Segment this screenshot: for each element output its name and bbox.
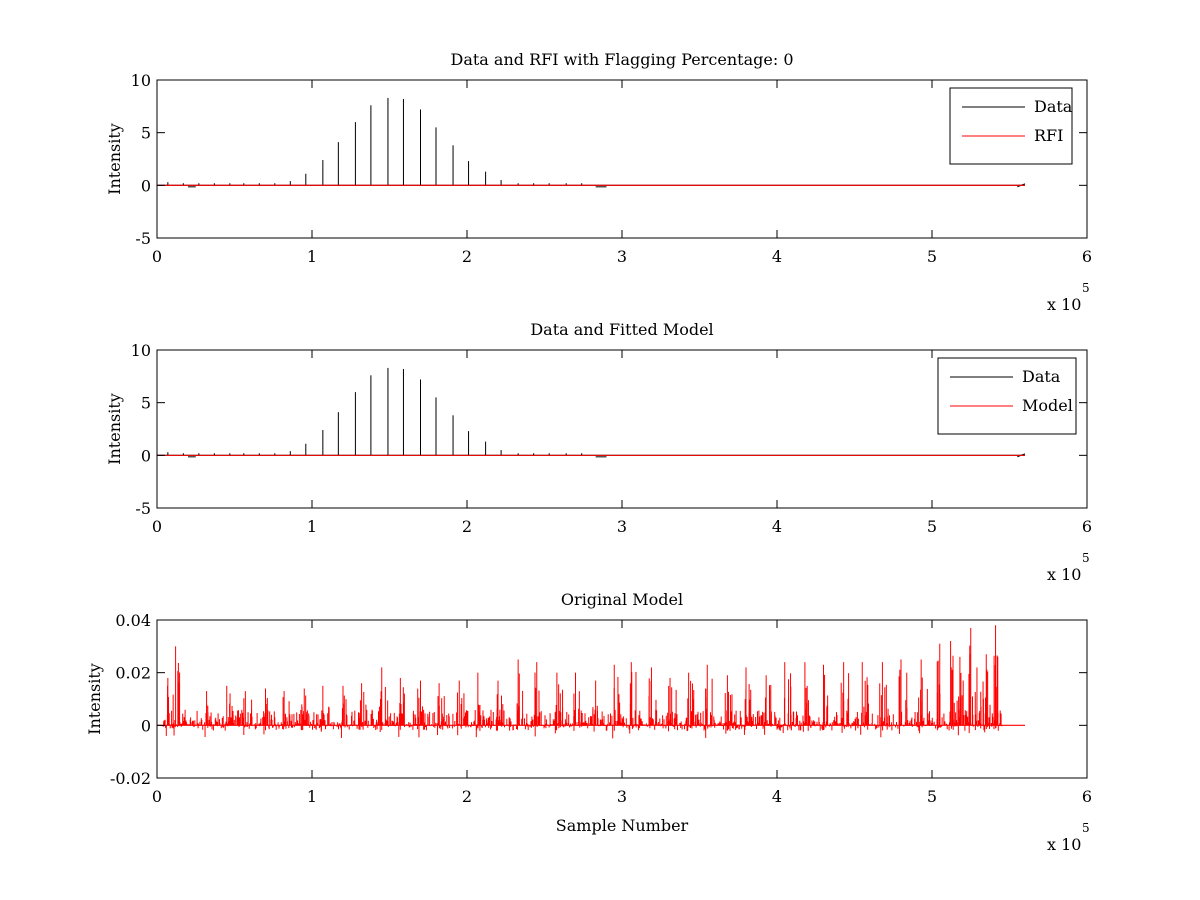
x-tick-label: 5 xyxy=(927,247,937,266)
y-tick-label: 0.02 xyxy=(115,664,151,683)
x-tick-label: 4 xyxy=(772,517,782,536)
x-tick-label: 6 xyxy=(1082,247,1092,266)
legend-label: Data xyxy=(1034,97,1073,116)
x-tick-label: 0 xyxy=(152,517,162,536)
y-tick-label: -0.02 xyxy=(110,769,151,788)
y-tick-label: 10 xyxy=(131,71,151,90)
x-multiplier: x 10 xyxy=(1047,835,1081,854)
x-tick-label: 5 xyxy=(927,517,937,536)
y-tick-label: 5 xyxy=(141,394,151,413)
x-multiplier-exponent: 5 xyxy=(1082,821,1090,835)
x-multiplier: x 10 xyxy=(1047,295,1081,314)
x-tick-label: 2 xyxy=(462,787,472,806)
x-tick-label: 1 xyxy=(307,247,317,266)
plot-area xyxy=(157,625,1025,739)
x-tick-label: 3 xyxy=(617,787,627,806)
legend-label: Model xyxy=(1022,396,1073,415)
x-tick-label: 3 xyxy=(617,247,627,266)
x-tick-label: 0 xyxy=(152,787,162,806)
legend-box xyxy=(949,87,1073,165)
x-multiplier-exponent: 5 xyxy=(1082,281,1090,295)
y-tick-label: -5 xyxy=(135,499,151,518)
y-tick-label: 0 xyxy=(141,446,151,465)
chart-title: Original Model xyxy=(561,590,683,609)
x-tick-label: 5 xyxy=(927,787,937,806)
x-tick-label: 4 xyxy=(772,247,782,266)
x-tick-label: 2 xyxy=(462,247,472,266)
y-tick-label: 5 xyxy=(141,124,151,143)
x-tick-label: 6 xyxy=(1082,787,1092,806)
y-tick-label: 0 xyxy=(141,716,151,735)
y-tick-label: 10 xyxy=(131,341,151,360)
legend-label: RFI xyxy=(1034,126,1063,145)
y-axis-label: Intensity xyxy=(85,663,104,735)
legend: Data RFI xyxy=(949,87,1073,165)
x-tick-label: 3 xyxy=(617,517,627,536)
legend: Data Model xyxy=(937,357,1077,435)
x-tick-label: 0 xyxy=(152,247,162,266)
y-tick-label: 0 xyxy=(141,176,151,195)
chart-title: Data and RFI with Flagging Percentage: 0 xyxy=(450,50,793,69)
y-axis-label: Intensity xyxy=(105,393,124,465)
axes-box xyxy=(156,619,1088,779)
x-tick-label: 2 xyxy=(462,517,472,536)
x-tick-label: 6 xyxy=(1082,517,1092,536)
plot-area xyxy=(157,367,1026,458)
chart-title: Data and Fitted Model xyxy=(530,320,713,339)
x-tick-label: 1 xyxy=(307,787,317,806)
y-tick-label: 0.04 xyxy=(115,611,151,630)
legend-label: Data xyxy=(1022,367,1061,386)
x-multiplier: x 10 xyxy=(1047,565,1081,584)
axes-box xyxy=(156,79,1088,239)
x-multiplier-exponent: 5 xyxy=(1082,551,1090,565)
x-axis-label: Sample Number xyxy=(556,816,689,835)
y-axis-label: Intensity xyxy=(105,123,124,195)
y-tick-label: -5 xyxy=(135,229,151,248)
x-tick-label: 1 xyxy=(307,517,317,536)
legend-box xyxy=(937,357,1077,435)
plot-area xyxy=(157,97,1026,188)
x-tick-label: 4 xyxy=(772,787,782,806)
